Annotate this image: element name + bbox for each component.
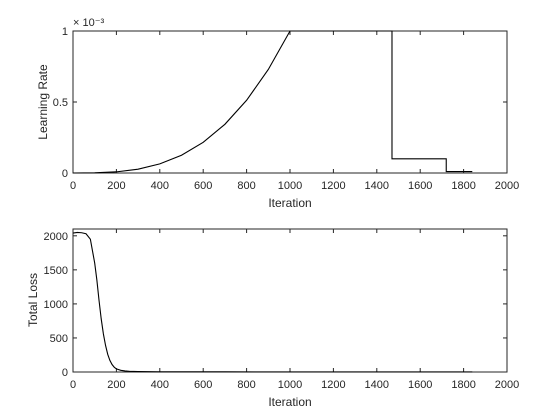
learning-rate-plot: 0 200 400 600 800 1000 1200 1400 1600 1800 2000 00…	[36, 17, 519, 210]
learning-rate-x-tick-label: 600	[194, 180, 212, 192]
total-loss-x-tick-label: 200	[107, 379, 125, 391]
learning-rate-x-tick-label: 1800	[451, 180, 475, 192]
learning-rate-x-tick-label: 0	[70, 180, 76, 192]
learning-rate-y-tick-label: 1	[62, 26, 68, 38]
total-loss-y-tick-label: 1500	[44, 265, 68, 277]
total-loss-x-tick-label: 600	[194, 379, 212, 391]
total-loss-x-axis-label: Iteration	[268, 395, 311, 409]
total-loss-x-tick-label: 1000	[278, 379, 302, 391]
total-loss-axes-box	[72, 228, 508, 373]
learning-rate-x-tick-label: 800	[237, 180, 255, 192]
learning-rate-y-tick-label: 0	[62, 168, 68, 180]
total-loss-x-tick-label: 2000	[495, 379, 519, 391]
total-loss-y-tick-label: 1000	[44, 299, 68, 311]
total-loss-x-tick-label: 400	[151, 379, 169, 391]
total-loss-y-tick-label: 0	[62, 367, 68, 379]
learning-rate-x-tick-label: 1000	[278, 180, 302, 192]
total-loss-y-ticks: 0 500 1000 1500 2000	[44, 231, 507, 379]
total-loss-plot: 0 200 400 600 800 1000 1200 1400 1600 1800 2000 0 5…	[26, 228, 519, 409]
total-loss-x-ticks: 0 200 400 600 800 1000 1200 1400 1600 1800 2000	[70, 229, 519, 391]
learning-rate-x-ticks: 0 200 400 600 800 1000 1200 1400 1600 1800 2000	[70, 31, 519, 192]
learning-rate-series-line	[72, 30, 473, 174]
total-loss-x-tick-label: 1200	[321, 379, 345, 391]
total-loss-y-tick-label: 500	[50, 333, 68, 345]
learning-rate-exponent-label: × 10⁻³	[73, 17, 105, 29]
learning-rate-y-tick-label: 0.5	[53, 97, 68, 109]
learning-rate-x-tick-label: 2000	[495, 180, 519, 192]
total-loss-y-tick-label: 2000	[44, 231, 68, 243]
total-loss-x-tick-label: 800	[237, 379, 255, 391]
learning-rate-x-axis-label: Iteration	[268, 196, 311, 210]
total-loss-x-tick-label: 1600	[408, 379, 432, 391]
total-loss-y-axis-label: Total Loss	[26, 273, 40, 327]
learning-rate-axes-box	[72, 30, 508, 174]
learning-rate-x-tick-label: 1400	[365, 180, 389, 192]
total-loss-series-line	[72, 231, 473, 373]
learning-rate-x-tick-label: 200	[107, 180, 125, 192]
total-loss-x-tick-label: 1400	[365, 379, 389, 391]
learning-rate-x-tick-label: 1200	[321, 180, 345, 192]
learning-rate-x-tick-label: 400	[151, 180, 169, 192]
learning-rate-x-tick-label: 1600	[408, 180, 432, 192]
learning-rate-y-axis-label: Learning Rate	[36, 64, 50, 140]
total-loss-x-tick-label: 0	[70, 379, 76, 391]
total-loss-x-tick-label: 1800	[451, 379, 475, 391]
